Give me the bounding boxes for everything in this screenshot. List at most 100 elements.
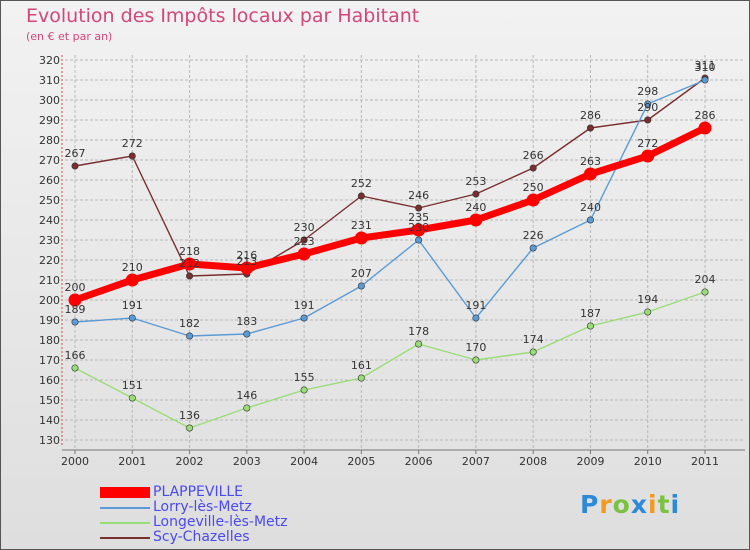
series-line-longeville-l-s-metz — [74, 291, 706, 429]
data-point — [526, 193, 540, 207]
data-label: 311 — [695, 59, 716, 72]
data-point — [698, 121, 712, 135]
x-tick-label: 2008 — [519, 455, 547, 468]
data-point — [128, 394, 136, 402]
data-point — [586, 322, 594, 330]
data-label: 155 — [294, 371, 315, 384]
data-label: 310 — [695, 61, 716, 74]
data-label: 191 — [122, 299, 143, 312]
data-point — [583, 167, 597, 181]
data-label: 226 — [523, 229, 544, 242]
legend-label-longeville-les-metz: Longeville-lès-Metz — [153, 514, 288, 530]
y-tick-label: 280 — [39, 134, 60, 147]
logo-letter: P — [580, 490, 600, 519]
data-label: 240 — [465, 201, 486, 214]
y-tick-label: 230 — [39, 234, 60, 247]
data-point — [240, 261, 254, 275]
data-label: 216 — [236, 249, 257, 262]
y-tick-label: 160 — [39, 374, 60, 387]
data-label: 191 — [294, 299, 315, 312]
y-tick-label: 290 — [39, 114, 60, 127]
data-label: 266 — [523, 149, 544, 162]
data-point — [357, 192, 365, 200]
data-label: 161 — [351, 359, 372, 372]
x-tick-label: 2005 — [347, 455, 375, 468]
legend-label-scy-chazelles: Scy-Chazelles — [153, 529, 250, 545]
data-point — [529, 164, 537, 172]
y-tick-label: 310 — [39, 74, 60, 87]
data-point — [644, 116, 652, 124]
y-tick-label: 190 — [39, 314, 60, 327]
data-label: 151 — [122, 379, 143, 392]
data-point — [644, 100, 652, 108]
data-label: 182 — [179, 317, 200, 330]
data-point — [415, 340, 423, 348]
data-label: 174 — [523, 333, 544, 346]
legend-swatch-scy-chazelles — [100, 536, 150, 539]
data-label: 246 — [408, 189, 429, 202]
data-label: 136 — [179, 409, 200, 422]
data-label: 231 — [351, 219, 372, 232]
legend-item-lorry-les-metz: Lorry-lès-Metz — [100, 500, 288, 515]
y-tick-label: 140 — [39, 414, 60, 427]
data-point — [186, 332, 194, 340]
data-label: 207 — [351, 267, 372, 280]
x-tick-label: 2004 — [290, 455, 318, 468]
y-tick-label: 250 — [39, 194, 60, 207]
legend-label-plappeville: PLAPPEVILLE — [153, 484, 244, 500]
x-tick-label: 2003 — [233, 455, 261, 468]
proxiti-logo: Proxiti — [580, 490, 680, 519]
data-point — [415, 204, 423, 212]
data-point — [128, 152, 136, 160]
data-label: 290 — [637, 101, 658, 114]
y-tick-label: 300 — [39, 94, 60, 107]
data-label: 253 — [465, 175, 486, 188]
logo-letter: o — [612, 490, 631, 519]
data-point — [300, 386, 308, 394]
data-point — [357, 282, 365, 290]
logo-letter: x — [630, 490, 648, 519]
data-point — [186, 272, 194, 280]
y-tick-label: 180 — [39, 334, 60, 347]
data-label: 230 — [408, 221, 429, 234]
data-label: 170 — [465, 341, 486, 354]
data-label: 178 — [408, 325, 429, 338]
data-label: 263 — [580, 155, 601, 168]
legend-item-scy-chazelles: Scy-Chazelles — [100, 530, 288, 545]
x-tick-label: 2000 — [61, 455, 89, 468]
data-label: 252 — [351, 177, 372, 190]
data-point — [586, 124, 594, 132]
data-point — [529, 348, 537, 356]
data-point — [472, 314, 480, 322]
data-label: 191 — [465, 299, 486, 312]
data-point — [297, 247, 311, 261]
data-point — [529, 244, 537, 252]
data-label: 272 — [637, 137, 658, 150]
data-point — [472, 356, 480, 364]
x-tick-label: 2011 — [691, 455, 719, 468]
data-point — [300, 314, 308, 322]
logo-letter: r — [599, 490, 613, 519]
logo-letter: i — [670, 490, 681, 519]
data-point — [71, 162, 79, 170]
data-label: 286 — [580, 109, 601, 122]
data-point — [71, 318, 79, 326]
data-label: 250 — [523, 181, 544, 194]
series-line-lorry-l-s-metz — [74, 79, 706, 337]
legend: PLAPPEVILLE Lorry-lès-Metz Longeville-lè… — [100, 485, 288, 545]
y-tick-label: 170 — [39, 354, 60, 367]
data-point — [300, 236, 308, 244]
y-tick-label: 260 — [39, 174, 60, 187]
legend-swatch-longeville-les-metz — [100, 521, 150, 524]
logo-letter: t — [657, 490, 671, 519]
data-point — [641, 149, 655, 163]
legend-label-lorry-les-metz: Lorry-lès-Metz — [153, 499, 252, 515]
data-point — [701, 288, 709, 296]
y-tick-label: 320 — [39, 54, 60, 67]
x-tick-label: 2001 — [118, 455, 146, 468]
data-point — [412, 223, 426, 237]
data-label: 187 — [580, 307, 601, 320]
legend-item-longeville-les-metz: Longeville-lès-Metz — [100, 515, 288, 530]
data-point — [186, 424, 194, 432]
